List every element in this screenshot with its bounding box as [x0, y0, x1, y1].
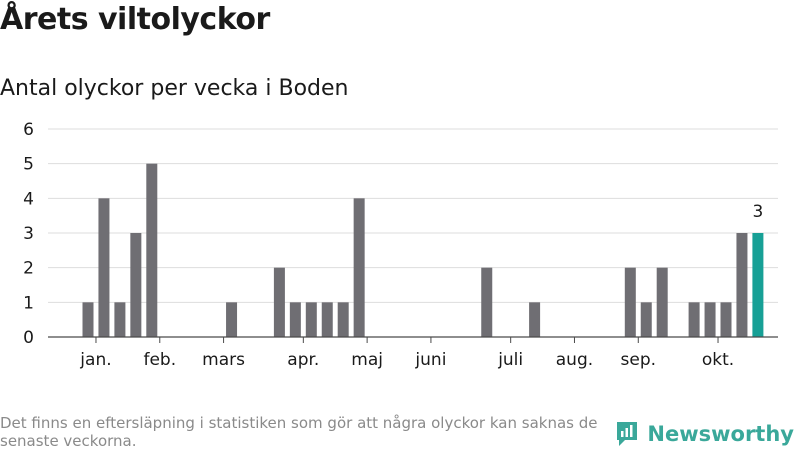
- y-axis-labels: 0 1 2 3 4 5 6: [23, 120, 34, 348]
- x-tick-label: apr.: [287, 350, 319, 370]
- x-tick-label: juni: [414, 350, 446, 370]
- bar: [226, 302, 238, 337]
- x-tick-label: okt.: [702, 350, 734, 370]
- bars: [82, 163, 764, 337]
- bar: [130, 233, 142, 337]
- x-tick-label: jan.: [79, 350, 111, 370]
- bar: [82, 302, 94, 337]
- bar: [688, 302, 700, 337]
- bar: [114, 302, 126, 337]
- footnote: Det finns en eftersläpning i statistiken…: [0, 414, 598, 450]
- bar: [720, 302, 732, 337]
- bar: [337, 302, 349, 337]
- data-labels: 3: [752, 202, 763, 222]
- bar: [481, 267, 493, 337]
- bar: [289, 302, 301, 337]
- bar: [624, 267, 636, 337]
- y-tick-label: 1: [23, 293, 34, 313]
- x-tick-label: maj: [351, 350, 383, 370]
- x-axis: jan. feb. mars apr. maj juni juli aug. sep. okt.: [48, 336, 778, 370]
- bar: [98, 198, 110, 337]
- bar: [656, 267, 668, 337]
- y-tick-label: 3: [23, 224, 34, 244]
- y-tick-label: 4: [23, 189, 34, 209]
- bar: [321, 302, 333, 337]
- bar: [640, 302, 652, 337]
- chart-subtitle: Antal olyckor per vecka i Boden: [0, 76, 349, 101]
- y-tick-label: 2: [23, 259, 34, 279]
- brand-logo: Newsworthy: [615, 420, 794, 448]
- x-tick-label: mars: [202, 350, 245, 370]
- bar: [273, 267, 285, 337]
- y-tick-label: 0: [23, 328, 34, 348]
- y-tick-label: 6: [23, 120, 34, 140]
- newsworthy-icon: [617, 422, 638, 446]
- x-tick-label: sep.: [621, 350, 657, 370]
- gridlines: [48, 128, 778, 303]
- bar: [529, 302, 541, 337]
- bar: [305, 302, 317, 337]
- bar-chart: 0 1 2 3 4 5 6 jan. feb. mars apr. maj juni juli aug. s…: [23, 120, 778, 370]
- x-tick-label: feb.: [143, 350, 176, 370]
- chart-title: Årets viltolyckor: [0, 2, 270, 37]
- bar: [146, 163, 158, 337]
- bar: [353, 198, 365, 337]
- brand-name: Newsworthy: [647, 422, 794, 446]
- x-tick-label: aug.: [556, 350, 593, 370]
- y-tick-label: 5: [23, 155, 34, 175]
- bar: [704, 302, 716, 337]
- bar: [752, 233, 764, 337]
- x-tick-label: juli: [497, 350, 523, 370]
- data-label: 3: [752, 202, 763, 222]
- bar: [736, 233, 748, 337]
